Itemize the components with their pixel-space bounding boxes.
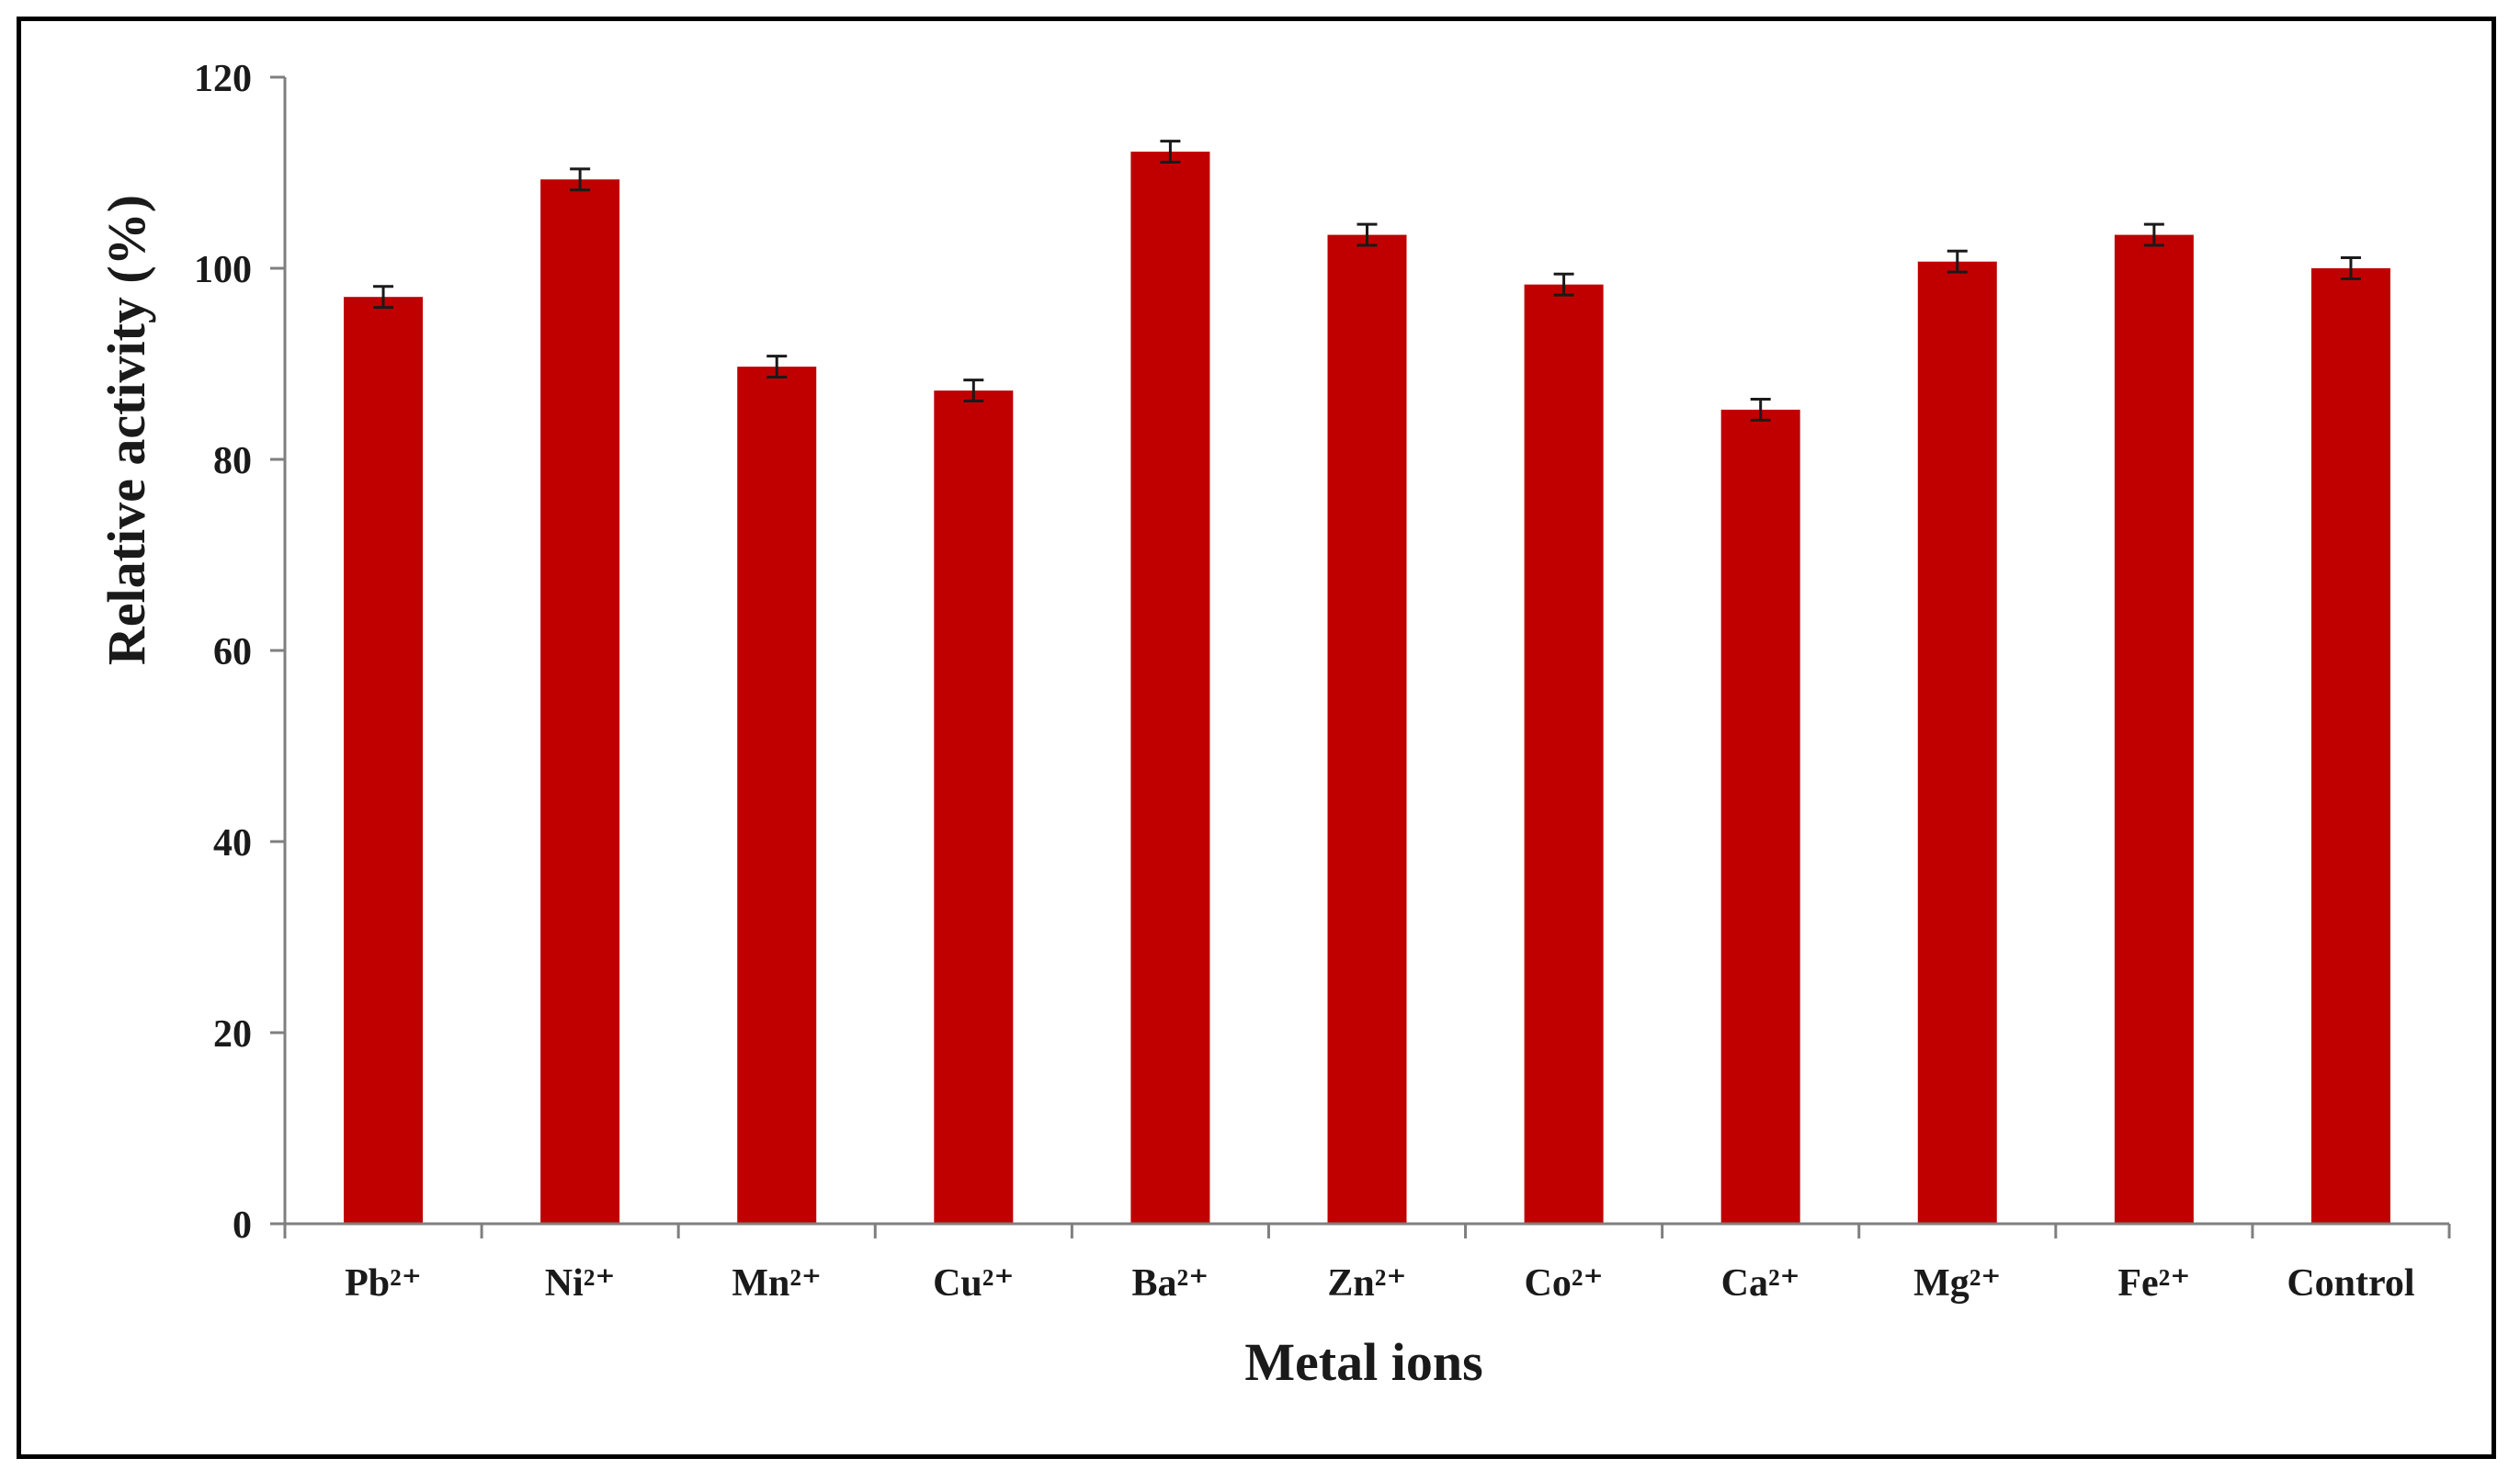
- error-bar-2: [766, 355, 788, 379]
- bar-9: [2114, 234, 2194, 1225]
- x-tick-label: Mn²⁺: [732, 1262, 822, 1305]
- error-bar-6: [1553, 272, 1574, 297]
- error-bar-4: [1160, 140, 1181, 164]
- error-bar-8: [1947, 249, 1968, 274]
- y-tick-label: 40: [213, 822, 252, 865]
- x-tick-label: Zn²⁺: [1327, 1262, 1406, 1305]
- bar-3: [934, 390, 1014, 1224]
- error-bar-5: [1356, 222, 1378, 247]
- x-axis-title: Metal ions: [1244, 1332, 1482, 1392]
- bar-6: [1524, 284, 1604, 1224]
- bar-7: [1720, 409, 1800, 1224]
- x-tick-label: Co²⁺: [1525, 1262, 1604, 1305]
- bar-5: [1327, 234, 1407, 1225]
- error-bars-layer: [373, 140, 2361, 422]
- y-axis-title: Relative activity (%): [96, 195, 156, 665]
- bar-0: [344, 297, 424, 1224]
- bar-2: [737, 367, 817, 1224]
- error-bar-10: [2340, 256, 2361, 280]
- bar-4: [1130, 152, 1210, 1224]
- error-bar-7: [1750, 397, 1771, 422]
- y-tick-label: 20: [213, 1013, 252, 1056]
- y-tick-labels: 0 20 40 60 80 100 120: [194, 58, 252, 1247]
- bar-8: [1917, 261, 1997, 1225]
- x-tick-label: Ni²⁺: [545, 1262, 616, 1305]
- y-tick-label: 0: [233, 1204, 252, 1247]
- y-tick-label: 80: [213, 440, 252, 482]
- bar-10: [2310, 268, 2390, 1224]
- y-tick-label: 120: [194, 58, 252, 100]
- x-tick-label: Fe²⁺: [2117, 1262, 2190, 1305]
- y-tick-label: 100: [194, 249, 252, 291]
- figure-frame: [17, 17, 2496, 1459]
- bars-layer: [344, 152, 2390, 1225]
- axes-layer: [270, 75, 2451, 1238]
- error-bar-0: [373, 285, 394, 310]
- x-tick-label: Ba²⁺: [1132, 1262, 1209, 1305]
- error-bar-9: [2143, 222, 2164, 247]
- x-tick-label: Mg²⁺: [1913, 1262, 2001, 1305]
- x-tick-label: Control: [2287, 1262, 2414, 1305]
- x-tick-label: Pb²⁺: [345, 1262, 422, 1305]
- y-tick-label: 60: [213, 631, 252, 673]
- x-tick-label: Ca²⁺: [1721, 1262, 1800, 1305]
- error-bar-1: [570, 167, 591, 192]
- x-tick-label: Cu²⁺: [933, 1262, 1014, 1305]
- bar-1: [540, 179, 620, 1224]
- error-bar-3: [963, 379, 984, 403]
- x-tick-labels: Pb²⁺ Ni²⁺ Mn²⁺ Cu²⁺ Ba²⁺ Zn²⁺ Co²⁺ Ca²⁺ Mg²⁺ Fe²⁺…: [345, 1262, 2414, 1305]
